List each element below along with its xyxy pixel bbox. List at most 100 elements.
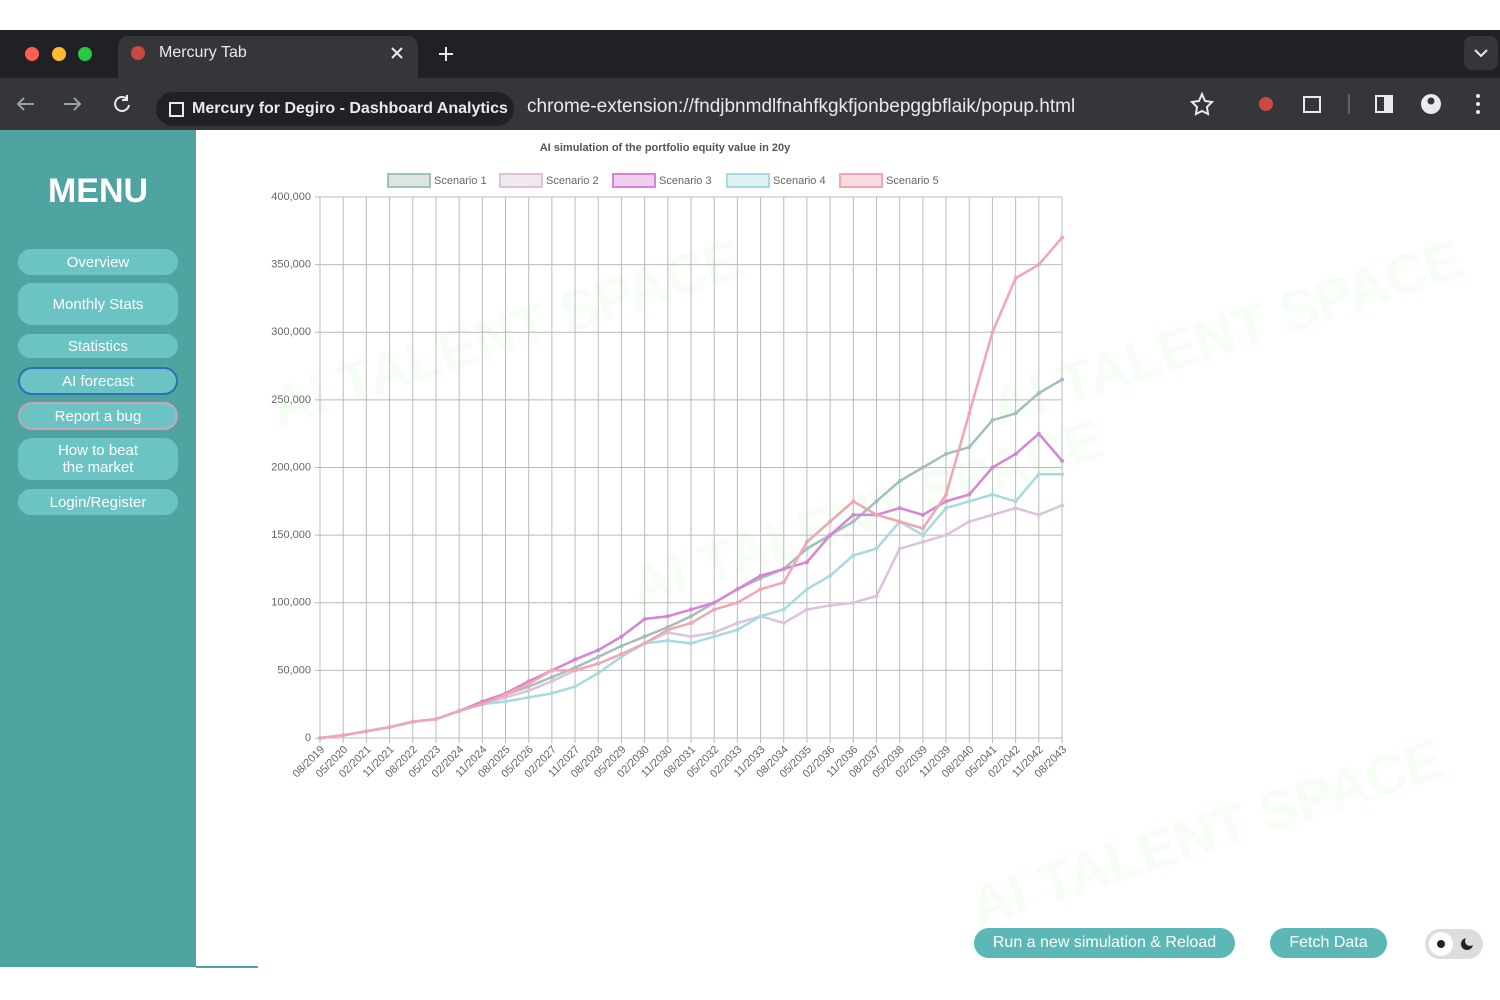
data-point: [920, 533, 925, 538]
data-point: [1036, 431, 1041, 436]
menu-item[interactable]: Monthly Stats: [18, 283, 178, 325]
data-point: [573, 668, 578, 673]
data-point: [828, 603, 833, 608]
data-point: [874, 499, 879, 504]
data-point: [758, 573, 763, 578]
menu-title: MENU: [47, 172, 149, 210]
data-point: [549, 691, 554, 696]
data-point: [735, 627, 740, 632]
data-point: [1013, 506, 1018, 511]
data-point: [433, 717, 438, 722]
data-point: [526, 688, 531, 693]
data-point: [1013, 499, 1018, 504]
fetch-data-button[interactable]: Fetch Data: [1270, 928, 1387, 958]
data-point: [573, 684, 578, 689]
menu-item[interactable]: Overview: [18, 249, 178, 275]
legend-label: Scenario 2: [546, 175, 599, 187]
chart: AI simulation of the portfolio equity va…: [271, 142, 1069, 780]
data-point: [689, 634, 693, 639]
data-point: [781, 566, 786, 571]
data-point: [619, 652, 624, 657]
data-point: [920, 512, 925, 517]
y-tick-label: 250,000: [271, 394, 311, 406]
new-tab[interactable]: [436, 44, 456, 64]
data-point: [874, 593, 879, 598]
data-point: [990, 330, 995, 335]
data-point: [920, 526, 925, 531]
data-point: [457, 708, 462, 713]
data-point: [596, 654, 601, 659]
data-point: [944, 533, 949, 538]
menu-item[interactable]: How to beat the market: [18, 438, 178, 480]
menu-item[interactable]: Statistics: [18, 334, 178, 358]
data-point: [897, 479, 902, 484]
data-point: [665, 638, 670, 643]
data-point: [1013, 451, 1018, 456]
data-point: [642, 641, 647, 646]
menu-item[interactable]: Report a bug: [18, 402, 178, 430]
data-point: [851, 600, 856, 605]
data-point: [874, 512, 879, 517]
data-point: [967, 499, 972, 504]
tab-search[interactable]: [1464, 36, 1498, 70]
nav-buttons[interactable]: [14, 92, 139, 116]
window-controls: [25, 47, 92, 61]
data-point: [828, 573, 833, 578]
data-point: [1060, 377, 1064, 382]
tab-title: Mercury Tab: [159, 44, 247, 61]
legend-swatch: [612, 173, 656, 188]
data-point: [1036, 472, 1041, 477]
data-point: [944, 499, 949, 504]
legend-label: Scenario 4: [773, 175, 826, 187]
chart-title: AI simulation of the portfolio equity va…: [540, 142, 791, 154]
data-point: [828, 533, 833, 538]
data-point: [1013, 276, 1018, 281]
legend-label: Scenario 1: [434, 175, 487, 187]
data-point: [967, 519, 972, 524]
data-point: [735, 600, 740, 605]
data-point: [804, 587, 809, 592]
theme-toggle[interactable]: [1424, 928, 1484, 960]
data-point: [712, 634, 717, 639]
data-point: [364, 729, 369, 734]
data-point: [642, 634, 647, 639]
data-point: [503, 699, 508, 704]
data-point: [851, 553, 856, 558]
menu-item[interactable]: Login/Register: [18, 489, 178, 515]
data-point: [990, 465, 995, 470]
legend-swatch: [726, 173, 770, 188]
data-point: [874, 546, 879, 551]
data-point: [712, 600, 717, 605]
data-point: [1036, 512, 1041, 517]
url[interactable]: chrome-extension://fndjbnmdlfnahfkgkfjon…: [527, 96, 1076, 117]
data-point: [944, 506, 949, 511]
data-point: [851, 512, 856, 517]
data-point: [920, 539, 925, 544]
menu-item[interactable]: AI forecast: [18, 367, 178, 395]
data-point: [318, 736, 322, 740]
data-point: [804, 607, 809, 612]
data-point: [341, 733, 346, 738]
y-tick-label: 400,000: [271, 191, 311, 203]
data-point: [549, 679, 554, 684]
site-chip[interactable]: Mercury for Degiro - Dashboard Analytics: [156, 92, 514, 126]
data-point: [1036, 391, 1041, 396]
data-point: [1060, 503, 1064, 508]
data-point: [781, 621, 786, 626]
data-point: [735, 587, 740, 592]
data-point: [480, 702, 485, 707]
data-point: [549, 675, 554, 680]
data-point: [1060, 235, 1064, 240]
toolbar-icons[interactable]: [1190, 92, 1490, 116]
tab[interactable]: Mercury Tab: [118, 36, 418, 78]
data-point: [689, 614, 693, 619]
data-point: [967, 411, 972, 416]
data-point: [851, 519, 856, 524]
run-simulation-button[interactable]: Run a new simulation & Reload: [974, 928, 1235, 958]
data-point: [758, 587, 763, 592]
data-point: [596, 671, 601, 676]
close-tab[interactable]: [390, 46, 404, 60]
site-name: Mercury for Degiro - Dashboard Analytics: [192, 100, 508, 117]
data-point: [665, 627, 670, 632]
